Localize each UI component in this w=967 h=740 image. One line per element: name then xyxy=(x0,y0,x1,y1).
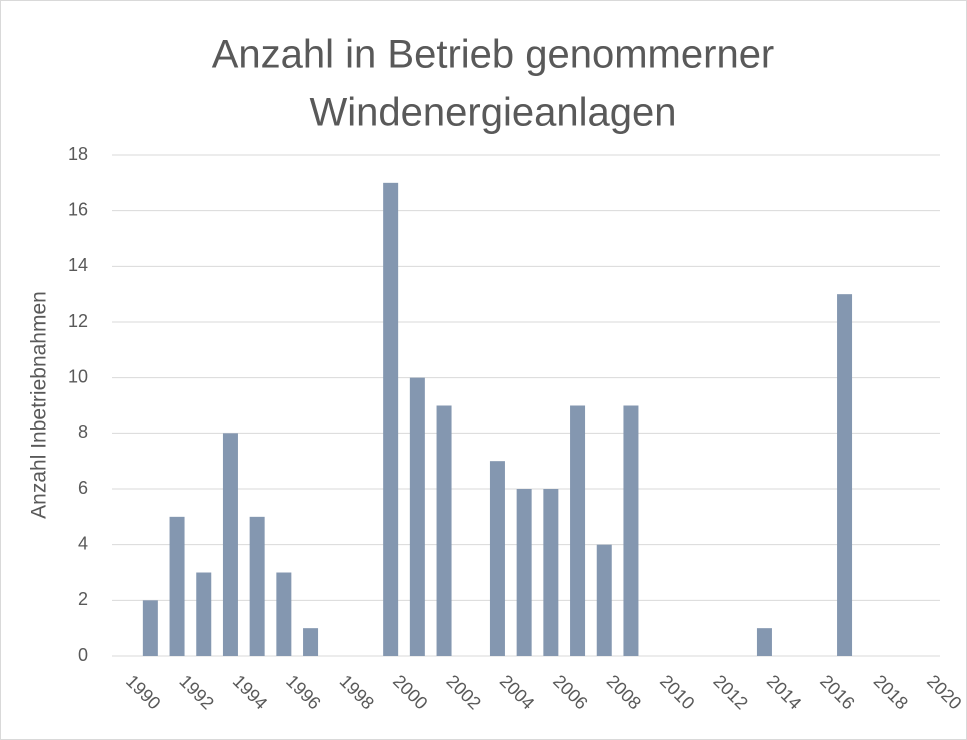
y-tick-label: 4 xyxy=(78,533,88,553)
bar xyxy=(196,572,212,656)
bar xyxy=(222,433,238,656)
bar xyxy=(142,600,158,656)
bar xyxy=(516,489,532,656)
chart-title: Windenergieanlagen xyxy=(310,91,677,135)
bar xyxy=(837,294,853,656)
chart-title: Anzahl in Betrieb genommerner xyxy=(212,33,775,77)
y-tick-label: 8 xyxy=(78,422,88,442)
y-axis-label: Anzahl Inbetriebnahmen xyxy=(28,291,51,519)
bar xyxy=(489,461,505,656)
y-tick-label: 6 xyxy=(78,478,88,498)
y-tick-label: 0 xyxy=(78,645,88,665)
y-tick-label: 10 xyxy=(68,366,88,386)
y-tick-label: 2 xyxy=(78,589,88,609)
y-tick-label: 14 xyxy=(68,255,88,275)
bar xyxy=(570,405,586,656)
bar xyxy=(623,405,639,656)
bar xyxy=(756,628,772,656)
bar xyxy=(596,544,612,656)
bar xyxy=(409,377,425,656)
bar xyxy=(436,405,452,656)
y-tick-label: 18 xyxy=(68,144,88,164)
y-tick-label: 16 xyxy=(68,199,88,219)
bar xyxy=(249,516,265,656)
bar xyxy=(543,489,559,656)
bar xyxy=(303,628,319,656)
bar xyxy=(383,182,399,657)
bar xyxy=(169,516,185,656)
y-tick-label: 12 xyxy=(68,311,88,331)
bar xyxy=(276,572,292,656)
